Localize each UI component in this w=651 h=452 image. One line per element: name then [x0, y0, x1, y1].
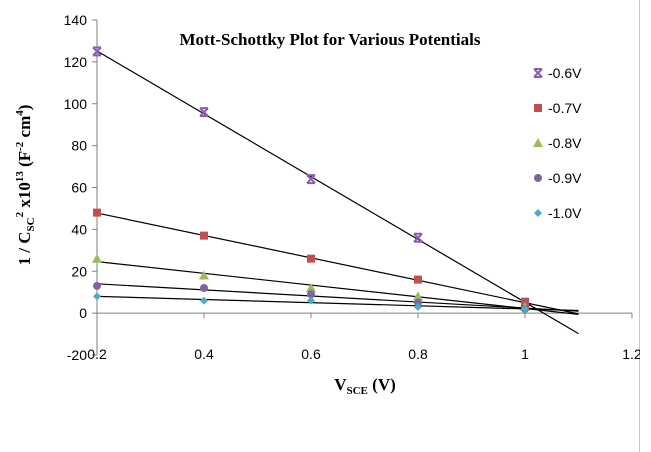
y-tick-label: 120 [64, 54, 88, 70]
data-point [307, 254, 315, 263]
asterisk-stroke [533, 68, 543, 78]
data-point [200, 284, 208, 292]
data-points [92, 46, 530, 313]
trendline [96, 283, 579, 312]
data-point [93, 292, 101, 301]
legend-label: -0.9V [548, 170, 582, 186]
trendline [96, 261, 579, 315]
data-point [307, 290, 315, 299]
data-point [93, 208, 101, 217]
y-tick-label: 60 [71, 180, 87, 196]
data-point [92, 46, 102, 57]
data-point [414, 302, 422, 311]
legend-marker [534, 104, 542, 112]
data-point [93, 281, 101, 290]
legend-marker [533, 138, 543, 147]
x-tick-label: 0.8 [408, 346, 428, 362]
data-point [200, 231, 208, 240]
trendline [96, 295, 579, 312]
data-point [413, 232, 423, 243]
legend-label: -1.0V [548, 205, 582, 221]
x-tick-label: 1.2 [622, 346, 640, 362]
asterisk-stroke [199, 107, 209, 117]
legend-label: -0.6V [548, 65, 582, 81]
y-tick-label: 100 [64, 96, 88, 112]
data-point [521, 304, 529, 313]
y-tick-label: 140 [64, 12, 88, 28]
data-point [92, 253, 102, 263]
data-point [200, 296, 208, 305]
x-tick-label: 0.4 [194, 346, 214, 362]
data-point [413, 291, 423, 301]
chart-title: Mott-Schottky Plot for Various Potential… [180, 30, 481, 49]
asterisk-stroke [413, 233, 423, 243]
fit-lines [96, 50, 579, 335]
data-point [414, 275, 422, 284]
axes: -20 0 20 40 60 80 100 120 140 0.2 0.4 0.6 0.8 1 1.2 [64, 12, 640, 363]
x-tick-label: 0.6 [301, 346, 321, 362]
data-point [414, 298, 422, 307]
legend-marker [533, 68, 543, 78]
x-tick-label: 0.2 [87, 346, 107, 362]
data-point [306, 283, 316, 292]
y-axis-title: 1 / CSC2 x1013 (F-2 cm4) [14, 105, 37, 266]
asterisk-stroke [92, 46, 102, 57]
y-tick-label: 0 [79, 305, 87, 321]
x-tick-label: 1 [521, 346, 529, 362]
legend-label: -0.7V [548, 100, 582, 116]
y-tick-label: 20 [71, 263, 87, 279]
data-point [307, 296, 315, 305]
data-point [199, 270, 209, 280]
x-axis-title: VSCE (V) [334, 375, 396, 397]
legend-marker [534, 209, 542, 217]
y-tick-label: 40 [71, 221, 87, 237]
y-tick-label: -20 [67, 347, 87, 363]
legend-label: -0.8V [548, 135, 582, 151]
asterisk-stroke [306, 174, 316, 184]
legend: -0.6V -0.7V -0.8V -0.9V -1.0V [533, 65, 582, 221]
trendline [96, 212, 579, 315]
y-tick-label: 80 [71, 138, 87, 154]
legend-marker [534, 174, 542, 182]
trendline [96, 50, 579, 335]
data-point [199, 107, 209, 118]
data-point [306, 174, 316, 185]
